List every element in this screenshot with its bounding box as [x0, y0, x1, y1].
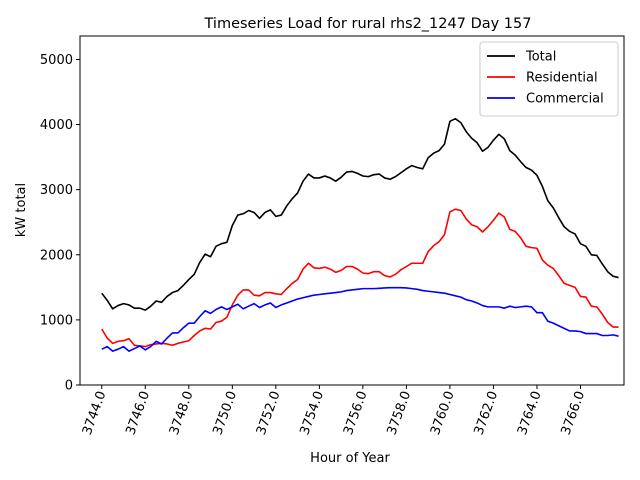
y-tick-label: 0: [65, 379, 73, 394]
series-line-commercial: [101, 286, 619, 352]
y-tick-label: 4000: [40, 118, 73, 133]
legend-label-residential: Residential: [526, 71, 598, 86]
series-line-residential: [101, 208, 619, 348]
series-layer: [101, 117, 619, 352]
x-axis-label: Hour of Year: [310, 451, 390, 466]
legend: Total Residential Commercial: [479, 41, 619, 117]
legend-label-total: Total: [525, 50, 556, 65]
y-axis-label: kW total: [14, 183, 29, 237]
y-axis: 0 1000 2000 3000 4000 5000: [40, 53, 80, 394]
y-tick-label: 3000: [40, 183, 73, 198]
chart-title: Timeseries Load for rural rhs2_1247 Day …: [204, 16, 532, 32]
plot-frame: [79, 35, 625, 386]
y-tick-label: 5000: [40, 53, 73, 68]
legend-label-commercial: Commercial: [526, 92, 604, 107]
y-tick-label: 1000: [40, 313, 73, 328]
y-tick-label: 2000: [40, 248, 73, 263]
series-line-total: [101, 117, 619, 311]
